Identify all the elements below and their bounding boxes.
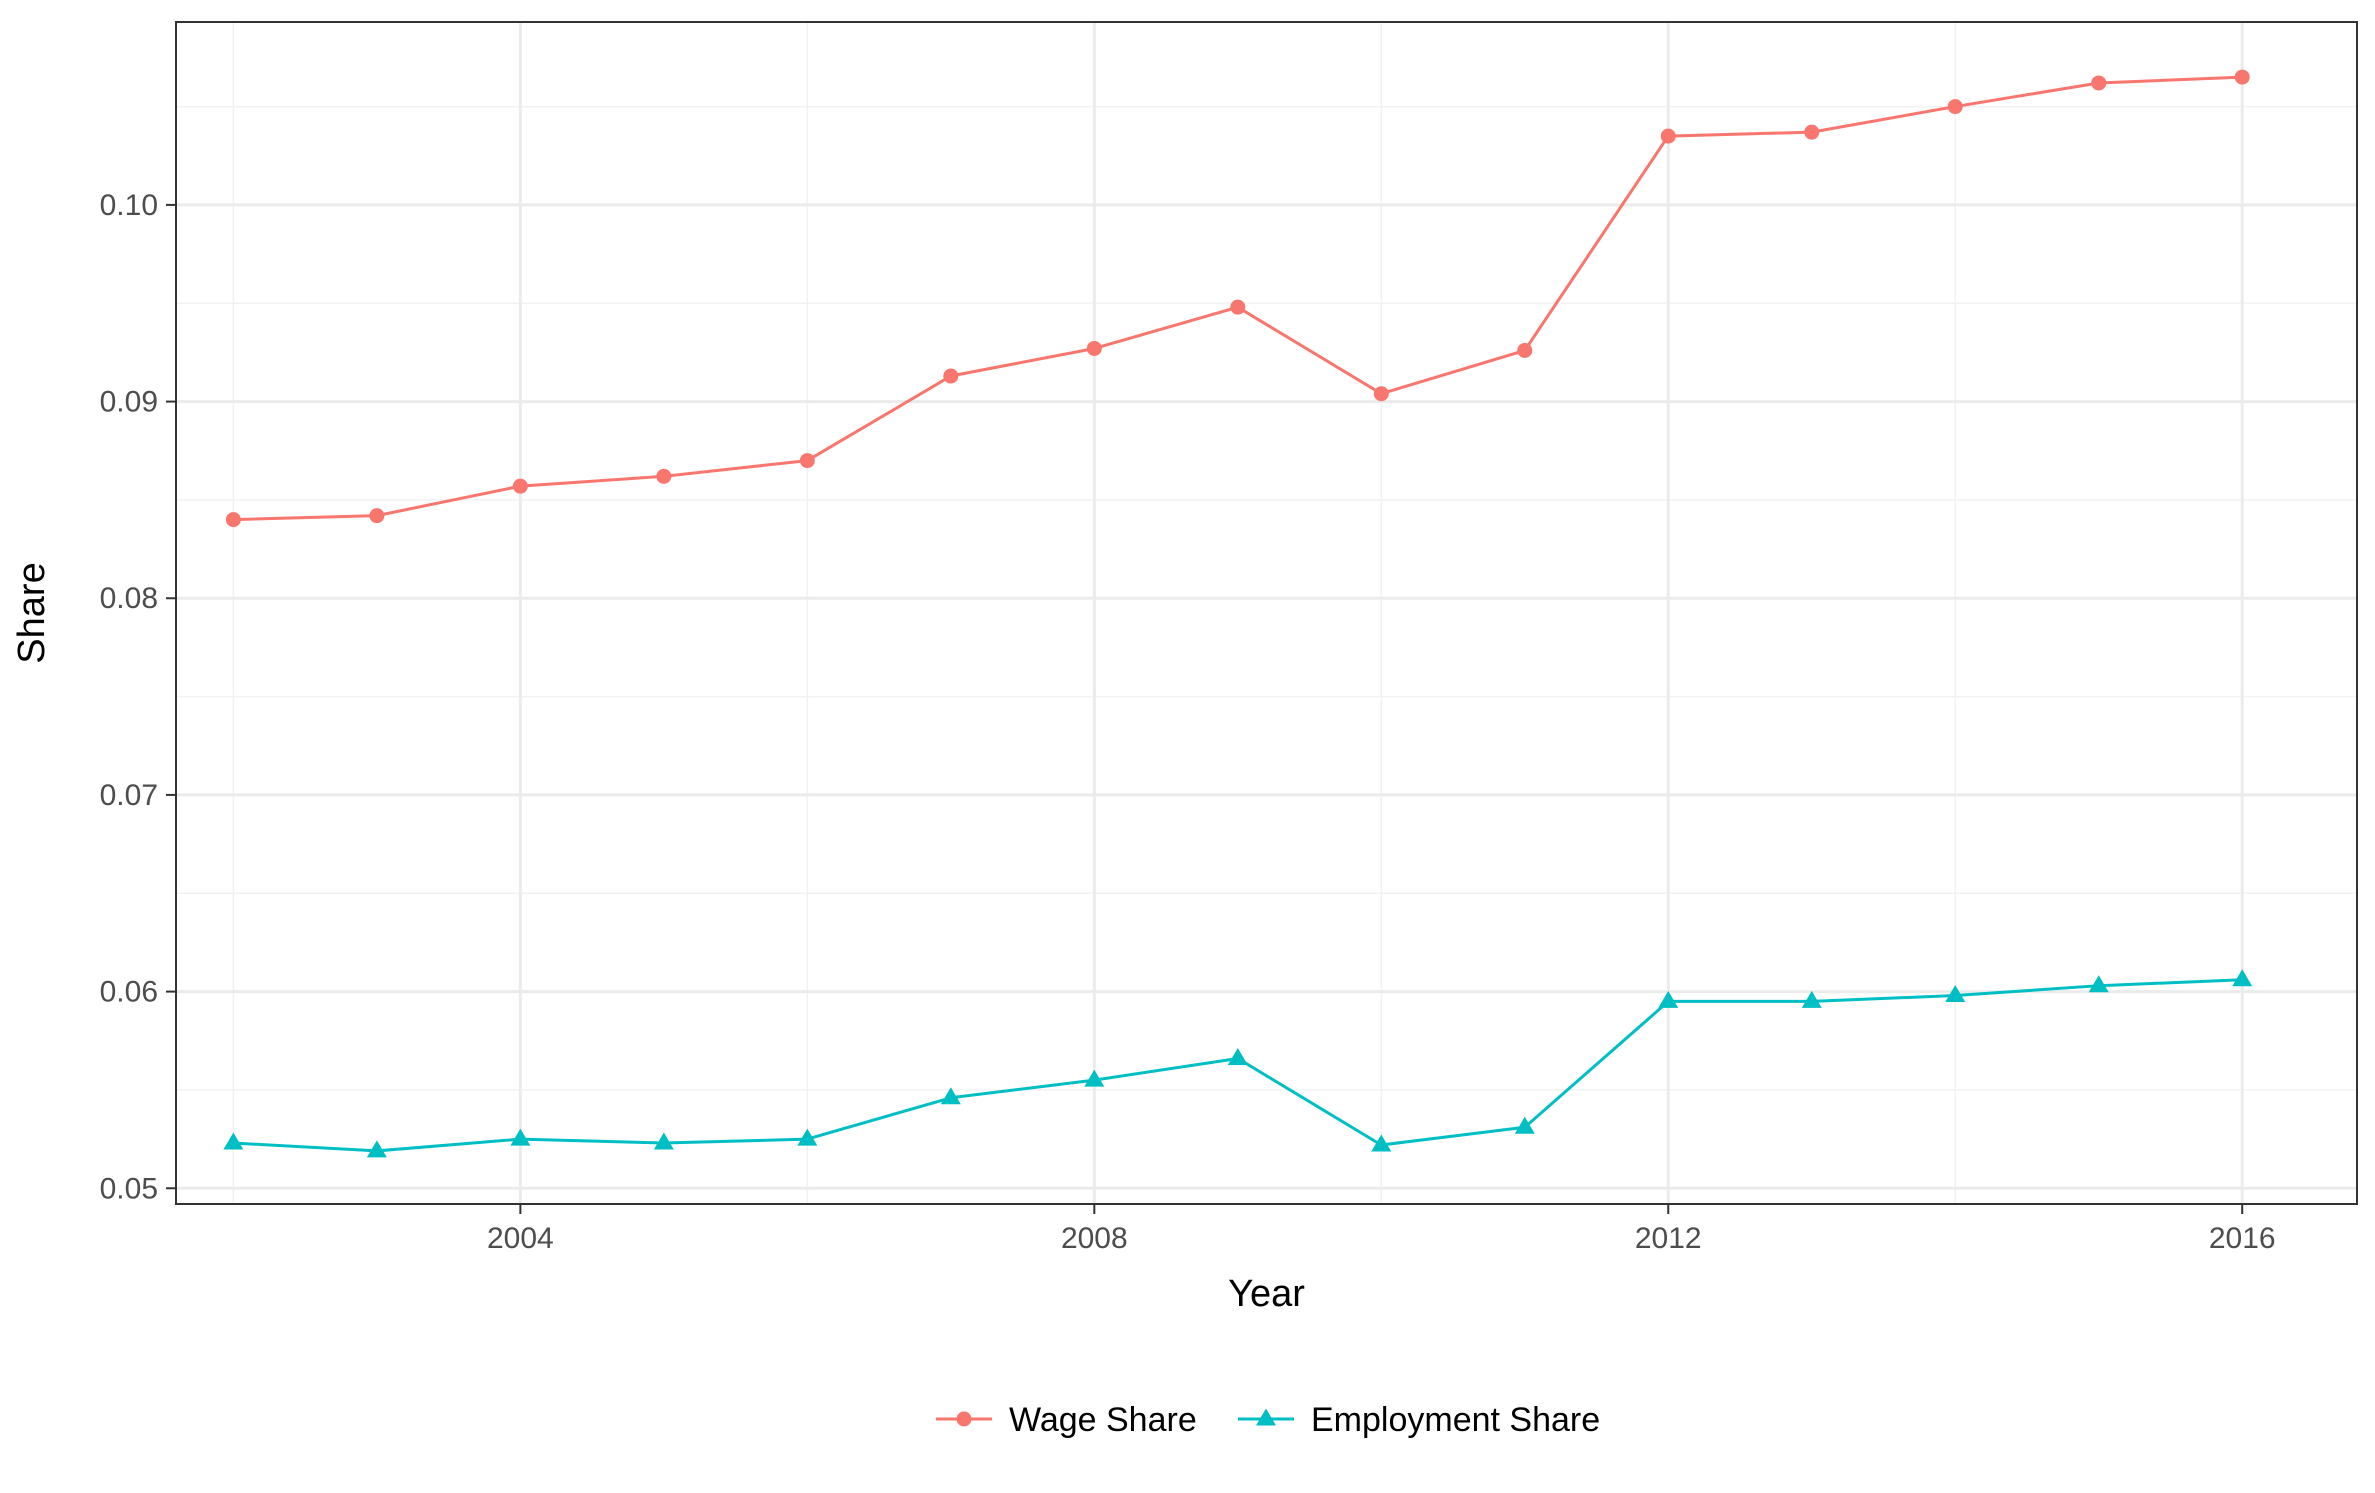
- x-axis-title: Year: [1228, 1273, 1305, 1315]
- series-layer: [223, 69, 2253, 1158]
- data-point: [2088, 975, 2109, 993]
- y-tick-label: 0.08: [100, 582, 158, 615]
- y-tick-label: 0.05: [100, 1172, 158, 1205]
- data-point: [1371, 1134, 1392, 1152]
- data-point: [1514, 1116, 1535, 1134]
- data-point: [1086, 340, 1102, 356]
- data-point: [1947, 99, 1963, 115]
- data-point: [1227, 1047, 1248, 1065]
- data-point: [369, 508, 385, 524]
- data-point: [797, 1128, 818, 1146]
- data-point: [1230, 299, 1246, 315]
- data-point: [1660, 128, 1676, 144]
- major-gridlines: [176, 22, 2357, 1204]
- legend-item-wage-share: Wage Share: [936, 1401, 1197, 1439]
- data-point: [1517, 342, 1533, 358]
- x-tick-label: 2008: [1061, 1222, 1128, 1255]
- data-point: [223, 1132, 244, 1150]
- data-point: [1373, 386, 1389, 402]
- series-line: [233, 978, 2243, 1153]
- legend-label: Wage Share: [1009, 1401, 1197, 1439]
- data-point: [943, 368, 959, 384]
- y-tick-label: 0.06: [100, 976, 158, 1009]
- data-point: [656, 468, 672, 484]
- legend-key-marker: [956, 1411, 972, 1427]
- data-point: [1945, 985, 1966, 1003]
- data-point: [2232, 969, 2253, 987]
- data-point: [1804, 124, 1820, 140]
- data-point: [1084, 1069, 1105, 1087]
- data-point: [799, 453, 815, 469]
- data-point: [366, 1140, 387, 1158]
- legend: Wage Share Employment Share: [936, 1401, 1600, 1439]
- x-axis: 2004 2008 2012 2016: [487, 1204, 2276, 1255]
- legend-key-marker: [1256, 1408, 1276, 1426]
- data-point: [510, 1128, 531, 1146]
- x-tick-label: 2004: [487, 1222, 554, 1255]
- series-line: [233, 75, 2243, 522]
- y-axis: 0.05 0.06 0.07 0.08 0.09 0.10: [100, 189, 176, 1205]
- x-tick-label: 2016: [2209, 1222, 2276, 1255]
- y-tick-label: 0.09: [100, 386, 158, 419]
- panel-border: [175, 21, 2358, 1205]
- data-point: [512, 478, 528, 494]
- data-point: [653, 1132, 674, 1150]
- y-tick-label: 0.07: [100, 779, 158, 812]
- x-tick-label: 2012: [1635, 1222, 1702, 1255]
- data-point: [940, 1087, 961, 1105]
- data-point: [2091, 75, 2107, 91]
- data-point: [2234, 69, 2250, 85]
- legend-label: Employment Share: [1311, 1401, 1600, 1439]
- series-wage-share: [225, 69, 2250, 528]
- y-axis-title: Share: [11, 562, 53, 663]
- data-point: [1801, 990, 1822, 1008]
- y-tick-label: 0.10: [100, 189, 158, 222]
- data-point: [225, 512, 241, 528]
- series-employment-share: [223, 969, 2253, 1158]
- legend-item-employment-share: Employment Share: [1238, 1401, 1600, 1439]
- minor-gridlines: [176, 22, 2357, 1204]
- data-point: [1658, 990, 1679, 1008]
